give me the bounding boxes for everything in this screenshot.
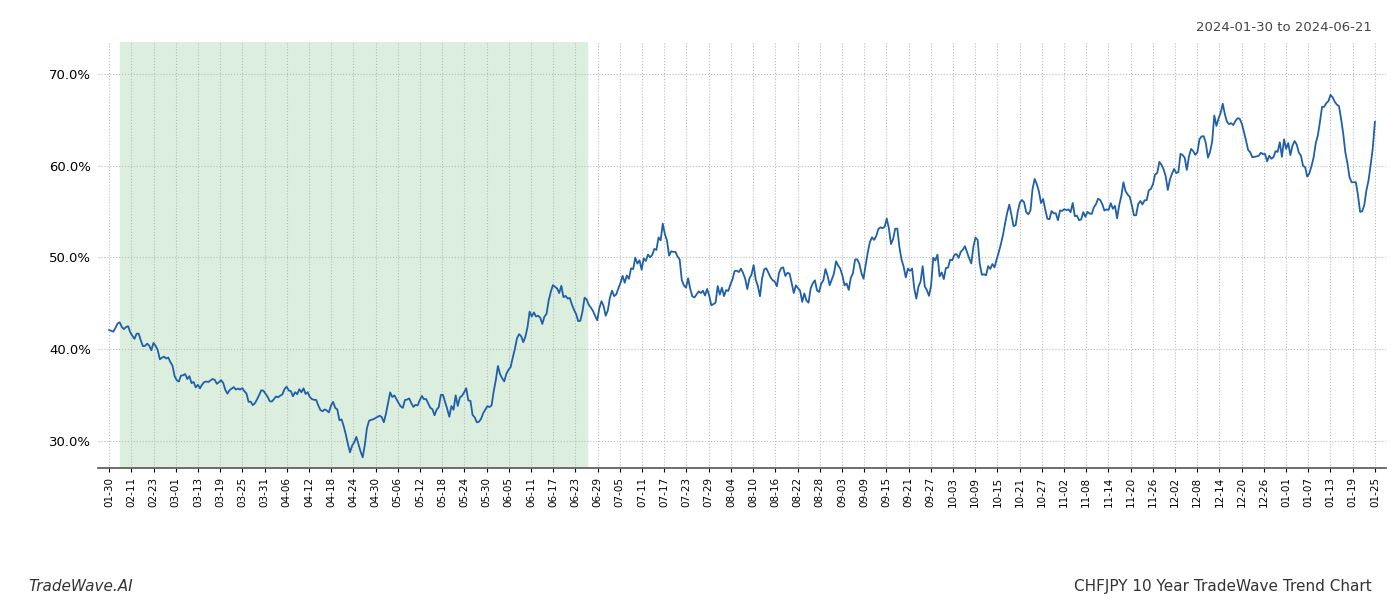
Text: TradeWave.AI: TradeWave.AI (28, 579, 133, 594)
Bar (120, 42, 587, 468)
Text: CHFJPY 10 Year TradeWave Trend Chart: CHFJPY 10 Year TradeWave Trend Chart (1074, 579, 1372, 594)
Text: 2024-01-30 to 2024-06-21: 2024-01-30 to 2024-06-21 (1196, 21, 1372, 34)
